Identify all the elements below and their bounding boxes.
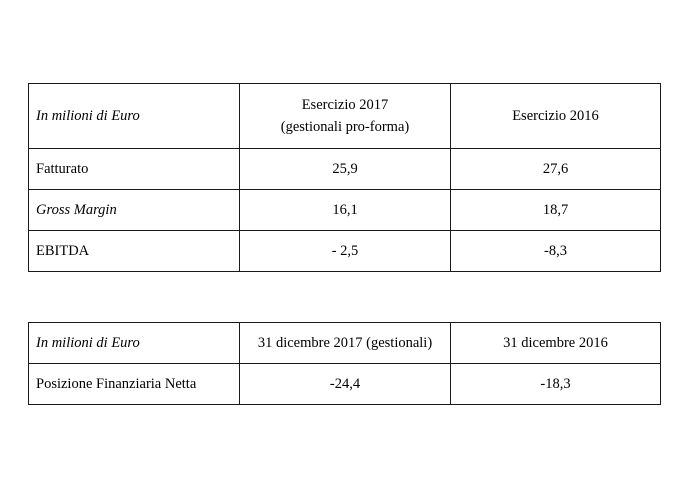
table-row: EBITDA - 2,5 -8,3 (28, 230, 661, 272)
results-unit-label: In milioni di Euro (28, 83, 240, 149)
results-col-2017-header: Esercizio 2017 (gestionali pro-forma) (239, 83, 451, 149)
value-pfn-2017: -24,4 (239, 363, 451, 405)
table-row: Posizione Finanziaria Netta -24,4 -18,3 (28, 363, 661, 405)
value-ebitda-2017: - 2,5 (239, 230, 451, 272)
pfn-header-row: In milioni di Euro 31 dicembre 2017 (ges… (28, 322, 661, 364)
pfn-unit-label: In milioni di Euro (28, 322, 240, 364)
value-fatturato-2017: 25,9 (239, 148, 451, 190)
row-label-gross-margin: Gross Margin (28, 189, 240, 231)
pfn-col-2016-header: 31 dicembre 2016 (450, 322, 661, 364)
results-col-2016-header: Esercizio 2016 (450, 83, 661, 149)
results-col-2017-subtitle: (gestionali pro-forma) (280, 119, 410, 135)
table-row: Fatturato 25,9 27,6 (28, 148, 661, 190)
value-fatturato-2016: 27,6 (450, 148, 661, 190)
results-header-row: In milioni di Euro Esercizio 2017 (gesti… (28, 83, 661, 149)
pfn-col-2017-header: 31 dicembre 2017 (gestionali) (239, 322, 451, 364)
value-ebitda-2016: -8,3 (450, 230, 661, 272)
row-label-fatturato: Fatturato (28, 148, 240, 190)
net-financial-position-table: In milioni di Euro 31 dicembre 2017 (ges… (28, 322, 661, 405)
table-row: Gross Margin 16,1 18,7 (28, 189, 661, 231)
value-gross-margin-2017: 16,1 (239, 189, 451, 231)
value-pfn-2016: -18,3 (450, 363, 661, 405)
row-label-ebitda: EBITDA (28, 230, 240, 272)
value-gross-margin-2016: 18,7 (450, 189, 661, 231)
results-table: In milioni di Euro Esercizio 2017 (gesti… (28, 83, 661, 272)
results-col-2017-title: Esercizio 2017 (301, 97, 389, 113)
row-label-pfn: Posizione Finanziaria Netta (28, 363, 240, 405)
